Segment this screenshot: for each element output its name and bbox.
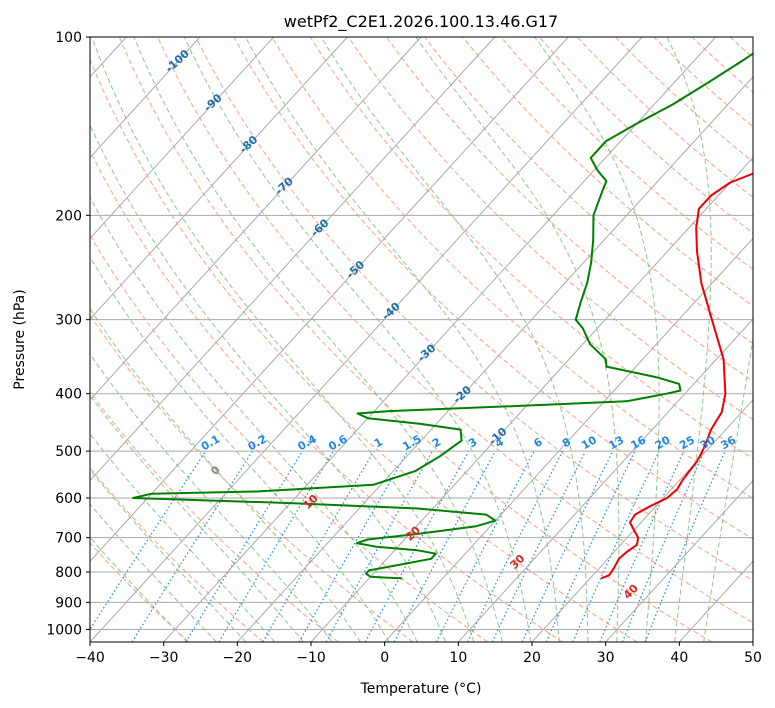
mixing-ratio-line <box>325 450 434 642</box>
dry-adiabat-line <box>347 37 753 421</box>
moist-adiabat-line <box>90 255 390 642</box>
moist-adiabat-line <box>90 394 304 642</box>
dry-adiabat-line <box>90 314 414 642</box>
sounding-traces <box>132 52 753 580</box>
moist-adiabat-line <box>320 37 589 642</box>
moist-adiabat-line <box>183 37 532 642</box>
isotherm-line <box>90 37 569 563</box>
x-tick-label: 0 <box>380 650 389 666</box>
dry-adiabat-line <box>309 37 753 460</box>
x-tick-label: 40 <box>670 650 688 666</box>
mixing-ratio-line <box>185 450 304 642</box>
x-tick-label: 10 <box>449 650 467 666</box>
dry-adiabat-line <box>424 37 753 344</box>
dry-adiabat-line <box>615 37 753 163</box>
y-axis-ticks: 100 200 300 400 500 600 700 800 900 1000 <box>46 30 90 638</box>
isotherm-line <box>384 237 753 642</box>
x-axis-label: Temperature (°C) <box>360 681 482 697</box>
dry-adiabat-line <box>233 37 753 540</box>
y-axis-label: Pressure (hPa) <box>12 289 28 389</box>
mixing-ratio-line <box>90 450 207 631</box>
mixing-ratio-line <box>621 450 705 642</box>
moist-adiabat-line <box>90 123 447 642</box>
isotherm-line <box>90 37 201 159</box>
isotherm-line <box>90 37 643 642</box>
mixing-ratio-line <box>131 450 254 642</box>
moist-adiabat-line <box>91 37 475 642</box>
pressure-gridlines <box>90 37 753 630</box>
dry-adiabat-line <box>90 58 638 642</box>
dry-adiabat-line <box>576 37 753 198</box>
moist-adiabat-line <box>90 432 276 642</box>
moist-adiabat-line <box>534 37 660 642</box>
dry-adiabat-line <box>90 149 563 642</box>
x-tick-label: 30 <box>597 650 615 666</box>
x-tick-label: −30 <box>149 650 179 666</box>
y-tick-label: 400 <box>55 387 82 403</box>
moist-adiabat-line <box>90 196 418 642</box>
mixing-ratio-line <box>599 450 685 642</box>
dry-adiabat-line <box>157 37 753 624</box>
y-tick-label: 500 <box>55 444 82 460</box>
plot-frame <box>89 36 754 643</box>
isotherm-line <box>531 399 753 642</box>
x-tick-label: −20 <box>223 650 253 666</box>
x-tick-label: 50 <box>744 650 762 666</box>
isotherm-line <box>457 318 753 642</box>
y-tick-label: 900 <box>55 595 82 611</box>
moist-adiabat-line <box>90 503 217 642</box>
isotherm-line <box>90 37 496 482</box>
y-tick-label: 100 <box>55 30 82 46</box>
chart-title: wetPf2_C2E1.2026.100.13.46.G17 <box>284 12 558 32</box>
dry-adiabat-line <box>90 234 488 642</box>
dry-adiabat-line <box>90 391 339 642</box>
moist-adiabat-line <box>703 335 753 642</box>
x-tick-label: −10 <box>296 650 326 666</box>
dry-adiabats <box>90 37 753 642</box>
dewpoint-trace <box>132 52 753 580</box>
x-axis-ticks: −40 −30 −20 −10 0 10 20 30 40 50 <box>75 642 762 666</box>
dry-adiabat-line <box>195 37 753 582</box>
mixing-ratio-line <box>572 450 660 642</box>
isotherm-line <box>90 37 348 320</box>
dry-adiabat-line <box>386 37 753 382</box>
isotherm-line <box>90 37 422 401</box>
moist-adiabat-line <box>90 536 188 642</box>
dry-adiabat-line <box>500 37 753 271</box>
moist-adiabat-line <box>133 37 503 642</box>
isotherm-line <box>163 37 717 642</box>
isotherm-line <box>605 479 753 642</box>
dry-adiabat-line <box>462 37 753 307</box>
x-tick-label: 20 <box>523 650 541 666</box>
y-tick-label: 1000 <box>46 622 82 638</box>
temperature-trace <box>600 172 753 580</box>
plot-area: -100-90-80-70-60-50-40-30-20-100.1 0.2 0.4… <box>90 37 753 642</box>
moist-adiabat-line <box>415 37 620 642</box>
moist-adiabat-line <box>666 37 712 642</box>
isotherm-line <box>236 76 753 642</box>
isotherm-line <box>90 37 275 240</box>
dry-adiabat-line <box>271 37 753 500</box>
mixing-ratio-line <box>393 450 496 642</box>
x-tick-label: −40 <box>75 650 105 666</box>
y-tick-label: 200 <box>55 208 82 224</box>
y-tick-label: 800 <box>55 565 82 581</box>
y-tick-label: 300 <box>55 313 82 329</box>
mixing-ratio-line <box>466 450 564 642</box>
dry-adiabat-line <box>118 37 712 642</box>
moist-adiabat-line <box>90 468 247 642</box>
dry-adiabat-line <box>538 37 753 234</box>
y-tick-label: 600 <box>55 491 82 507</box>
y-tick-label: 700 <box>55 531 82 547</box>
